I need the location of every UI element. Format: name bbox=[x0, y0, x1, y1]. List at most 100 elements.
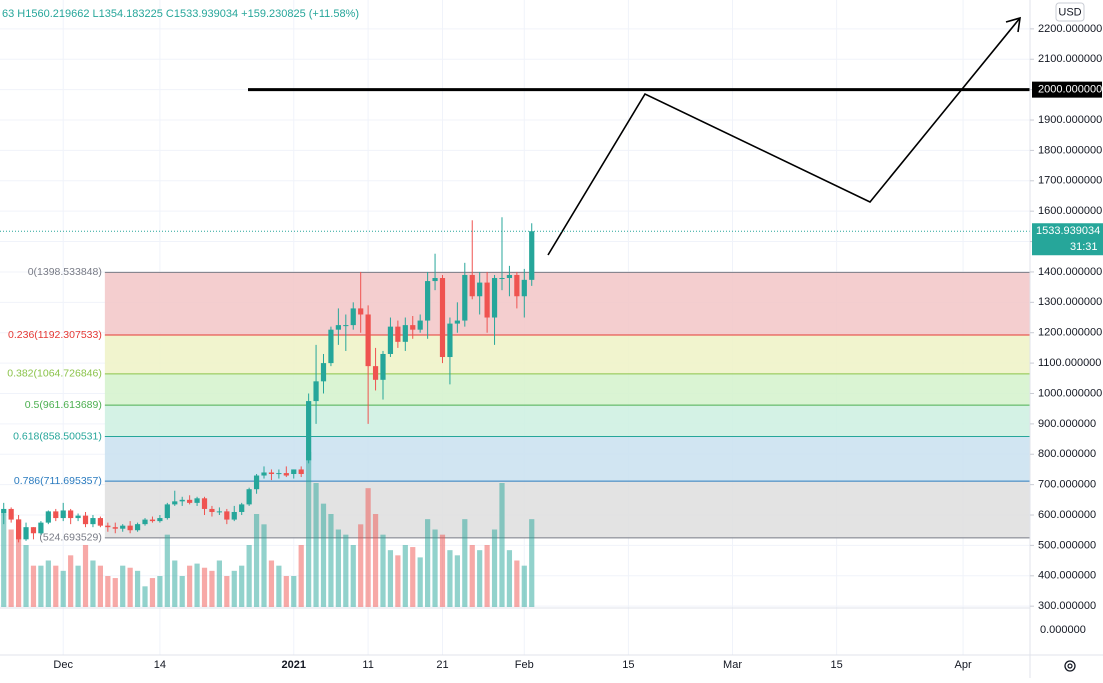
y-tick-label: 900.000000 bbox=[1038, 418, 1096, 430]
candle-body bbox=[306, 401, 312, 461]
volume-bar bbox=[484, 545, 490, 607]
candle-body bbox=[365, 314, 371, 367]
y-tick-label: 2200.000000 bbox=[1038, 23, 1102, 35]
candle-body bbox=[372, 366, 379, 380]
candle-body bbox=[164, 504, 170, 519]
candle-body bbox=[350, 308, 356, 326]
currency-label[interactable]: USD bbox=[1058, 6, 1081, 18]
candle-body bbox=[82, 515, 89, 525]
volume-bar bbox=[514, 560, 520, 607]
candle-body bbox=[1, 508, 7, 514]
volume-bar bbox=[283, 576, 289, 607]
volume-bar bbox=[462, 519, 468, 607]
volume-bar bbox=[134, 570, 141, 607]
volume-bar bbox=[112, 578, 118, 607]
volume-bar bbox=[432, 529, 438, 607]
y-tick-label: 1300.000000 bbox=[1038, 296, 1102, 308]
settings-icon[interactable] bbox=[1064, 660, 1076, 672]
y-tick-label: 300.000000 bbox=[1038, 600, 1096, 612]
candle-body bbox=[53, 511, 59, 519]
volume-bar bbox=[246, 545, 252, 607]
candle-body bbox=[120, 525, 126, 529]
candle-body bbox=[276, 473, 282, 475]
candle-body bbox=[75, 515, 81, 519]
candle-body bbox=[253, 475, 260, 490]
candle-body bbox=[134, 524, 141, 531]
y-tick-label: 1200.000000 bbox=[1038, 327, 1102, 339]
candle-body bbox=[105, 525, 111, 528]
candle-body bbox=[387, 326, 394, 354]
x-tick-label: Mar bbox=[723, 659, 742, 671]
candle-body bbox=[216, 511, 222, 513]
volume-bar bbox=[261, 524, 267, 607]
volume-bar bbox=[358, 524, 364, 607]
gear[interactable] bbox=[1064, 660, 1076, 672]
candle-body bbox=[320, 363, 327, 382]
volume-bar bbox=[224, 576, 230, 607]
fib-label: 0.5(961.613689) bbox=[25, 399, 102, 411]
candle-body bbox=[201, 498, 208, 509]
last-price-label: 1533.939034 bbox=[1036, 225, 1100, 237]
candle-body bbox=[268, 472, 275, 475]
volume-bar bbox=[454, 555, 460, 607]
volume-bar bbox=[105, 576, 111, 607]
y-tick-label: 1900.000000 bbox=[1038, 114, 1102, 126]
volume-bar bbox=[1, 514, 7, 607]
fib-label: 0.786(711.695357) bbox=[14, 475, 102, 487]
axes: 300.000000 400.000000 500.000000 600.000000… bbox=[53, 23, 1103, 671]
y-tick-label: 1600.000000 bbox=[1038, 205, 1102, 217]
candles bbox=[1, 217, 535, 543]
candle-body bbox=[477, 282, 483, 297]
candle-body bbox=[60, 510, 66, 519]
volume-bar bbox=[82, 545, 89, 607]
candle-body bbox=[15, 519, 22, 540]
candle-body bbox=[127, 525, 133, 531]
candle-body bbox=[402, 325, 408, 342]
fib-label: 0.618(858.500531) bbox=[13, 430, 102, 442]
candle-body bbox=[157, 518, 163, 522]
volume-bar bbox=[15, 519, 22, 607]
volume-bar bbox=[439, 534, 446, 607]
candle-body bbox=[172, 501, 178, 505]
lower-pane-tick: 0.000000 bbox=[1040, 624, 1086, 636]
candle-body bbox=[417, 320, 423, 330]
volume-bar bbox=[60, 570, 66, 607]
candle-body bbox=[112, 527, 118, 529]
volume-bar bbox=[298, 545, 304, 607]
volume-bar bbox=[506, 550, 513, 607]
y-tick-label: 1700.000000 bbox=[1038, 175, 1102, 187]
fib-label: 0.382(1064.726846) bbox=[7, 368, 102, 380]
candle-body bbox=[194, 498, 200, 503]
volume-bar bbox=[157, 576, 163, 607]
gear-hub[interactable] bbox=[1067, 663, 1073, 669]
volume-bar bbox=[45, 560, 51, 607]
volume-bar bbox=[499, 483, 505, 607]
candle-body bbox=[484, 282, 490, 318]
volume-bar bbox=[306, 452, 312, 607]
candle-body bbox=[149, 519, 156, 522]
candle-body bbox=[97, 518, 103, 526]
last-price-box bbox=[1032, 223, 1103, 256]
volume-bar bbox=[387, 550, 394, 607]
arrow-head bbox=[1005, 16, 1021, 33]
fib-zone bbox=[104, 405, 1031, 437]
currency-button[interactable] bbox=[1055, 2, 1085, 22]
candle-body bbox=[8, 508, 14, 520]
candle-body bbox=[439, 278, 446, 358]
volume-bar bbox=[179, 576, 185, 607]
candle-body bbox=[469, 274, 475, 297]
candle-body bbox=[358, 308, 364, 315]
candle-body bbox=[68, 510, 74, 519]
volume-bar bbox=[90, 560, 96, 607]
candle-body bbox=[514, 274, 520, 297]
fib-label: 0(1398.533848) bbox=[28, 266, 102, 278]
y-tick-label: 500.000000 bbox=[1038, 539, 1096, 551]
volume-bar bbox=[410, 547, 416, 607]
countdown-label: 31:31 bbox=[1070, 241, 1098, 253]
candle-body bbox=[209, 508, 215, 512]
fib-label: 0.236(1192.307533) bbox=[8, 329, 102, 341]
volume-bar bbox=[187, 565, 193, 607]
volume-bar bbox=[201, 567, 208, 607]
candle-body bbox=[313, 381, 319, 402]
